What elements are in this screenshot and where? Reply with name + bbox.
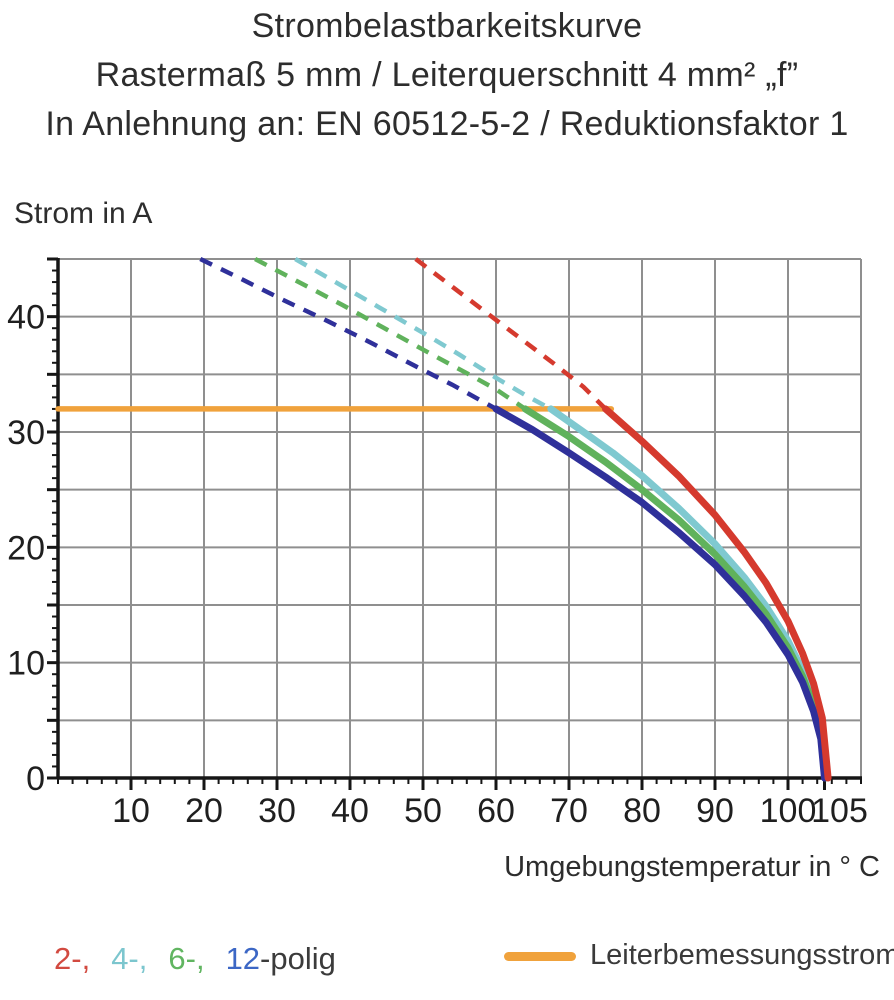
x-tick-label: 40: [331, 792, 369, 830]
x-tick-label: 30: [258, 792, 296, 830]
legend-part: -polig: [260, 941, 336, 976]
legend-part: 2-,: [54, 941, 91, 976]
legend-part: 6-,: [168, 941, 205, 976]
curve-dashed-6-polig: [254, 257, 527, 411]
chart-title-block: Strombelastbarkeitskurve Rastermaß 5 mm …: [0, 2, 894, 149]
y-tick-label: 20: [7, 529, 45, 567]
legend-part: 4-,: [111, 941, 148, 976]
chart-title-line-3: In Anlehnung an: EN 60512-5-2 / Reduktio…: [45, 105, 849, 143]
x-tick-label: 100: [760, 792, 817, 830]
legend-part: 12: [225, 941, 261, 976]
chart-title-line-2: Rastermaß 5 mm / Leiterquerschnitt 4 mm²…: [95, 56, 799, 94]
curve-dashed-4-polig: [294, 257, 552, 411]
y-tick-label: 40: [7, 299, 45, 337]
chart-title-line-1: Strombelastbarkeitskurve: [251, 7, 643, 45]
x-tick-label: 90: [696, 792, 734, 830]
x-tick-label: 60: [477, 792, 515, 830]
y-tick-label: 30: [7, 414, 45, 452]
x-tick-label: 105: [811, 792, 868, 830]
reference-line-swatch: [504, 952, 576, 961]
x-tick-label: 70: [550, 792, 588, 830]
x-tick-label: 80: [623, 792, 661, 830]
y-tick-label: 10: [7, 645, 45, 683]
x-tick-label: 10: [112, 792, 150, 830]
curve-dashed-2-polig: [414, 257, 608, 411]
x-tick-label: 20: [185, 792, 223, 830]
curve-dashed-12-polig: [199, 256, 498, 411]
curve-solid-2-polig: [602, 405, 832, 782]
x-axis-title: Umgebungstemperatur in ° C: [504, 851, 880, 883]
x-tick-label: 50: [404, 792, 442, 830]
curve-solid-6-polig: [521, 405, 829, 782]
y-tick-label: 0: [26, 760, 45, 798]
curve-solid-12-polig: [492, 405, 828, 782]
reference-line-label: Leiterbemessungsstrom: [590, 939, 894, 971]
poles-legend: 2-, 4-, 6-, 12-polig: [54, 941, 336, 977]
y-axis-title: Strom in A: [14, 197, 153, 230]
